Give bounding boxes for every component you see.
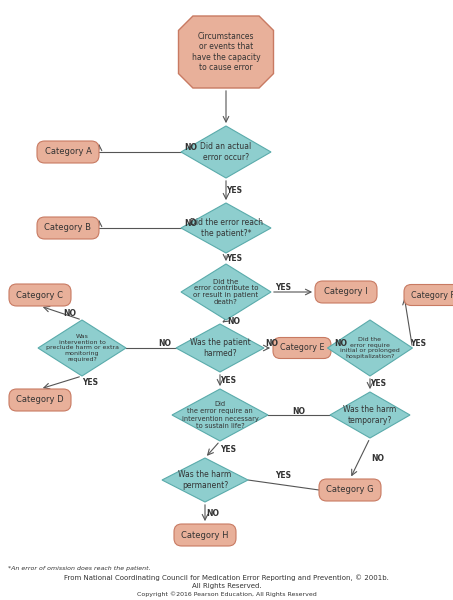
Text: From National Coordinating Council for Medication Error Reporting and Prevention: From National Coordinating Council for M… (64, 575, 389, 581)
Polygon shape (330, 392, 410, 438)
FancyBboxPatch shape (37, 217, 99, 239)
Polygon shape (38, 320, 126, 376)
Text: YES: YES (410, 340, 427, 349)
Text: Did the error reach
the patient?*: Did the error reach the patient?* (189, 218, 262, 238)
Text: All Rights Reserved.: All Rights Reserved. (192, 583, 261, 589)
Text: NO: NO (293, 407, 305, 415)
Text: Was the harm
permanent?: Was the harm permanent? (178, 470, 231, 490)
Text: YES: YES (370, 379, 386, 389)
FancyBboxPatch shape (174, 524, 236, 546)
Text: NO: NO (334, 340, 347, 349)
Text: Category H: Category H (181, 530, 229, 539)
Text: Category C: Category C (16, 290, 63, 299)
Text: Was the patient
harmed?: Was the patient harmed? (190, 338, 251, 358)
Text: Was
intervention to
preclude harm or extra
monitoring
required?: Was intervention to preclude harm or ext… (45, 334, 119, 362)
Text: Circumstances
or events that
have the capacity
to cause error: Circumstances or events that have the ca… (192, 32, 260, 72)
Text: NO: NO (207, 509, 220, 517)
FancyBboxPatch shape (9, 389, 71, 411)
Text: Category E: Category E (280, 343, 324, 352)
Text: Category F: Category F (411, 290, 453, 299)
Text: NO: NO (158, 340, 171, 349)
Text: NO: NO (371, 454, 385, 463)
Text: Category A: Category A (44, 148, 92, 157)
Polygon shape (181, 264, 271, 320)
Text: Category I: Category I (324, 287, 368, 296)
Text: NO: NO (184, 220, 198, 229)
FancyBboxPatch shape (9, 284, 71, 306)
Text: Copyright ©2016 Pearson Education, All Rights Reserved: Copyright ©2016 Pearson Education, All R… (137, 591, 316, 597)
Polygon shape (181, 203, 271, 253)
FancyBboxPatch shape (273, 337, 331, 358)
FancyBboxPatch shape (315, 281, 377, 303)
Text: Did the
error require
initial or prolonged
hospitalization?: Did the error require initial or prolong… (340, 337, 400, 359)
Text: YES: YES (220, 445, 236, 454)
Text: YES: YES (82, 378, 98, 387)
Text: YES: YES (220, 376, 236, 385)
Polygon shape (162, 458, 248, 502)
Text: Did
the error require an
intervention necessary
to sustain life?: Did the error require an intervention ne… (182, 401, 258, 428)
Text: Category D: Category D (16, 395, 64, 404)
Text: Category B: Category B (44, 223, 92, 232)
Text: Was the harm
temporary?: Was the harm temporary? (343, 406, 397, 425)
Text: NO: NO (227, 317, 241, 326)
Text: *An error of omission does reach the patient.: *An error of omission does reach the pat… (8, 566, 151, 571)
Polygon shape (328, 320, 413, 376)
FancyBboxPatch shape (319, 479, 381, 501)
Text: YES: YES (275, 283, 291, 292)
Polygon shape (176, 324, 264, 372)
Text: YES: YES (226, 186, 242, 195)
FancyBboxPatch shape (404, 284, 453, 305)
Text: Did the
error contribute to
or result in patient
death?: Did the error contribute to or result in… (193, 278, 259, 305)
Text: YES: YES (275, 472, 291, 481)
Text: NO: NO (63, 308, 76, 317)
Polygon shape (178, 16, 274, 88)
Polygon shape (172, 389, 268, 441)
FancyBboxPatch shape (37, 141, 99, 163)
Text: YES: YES (226, 254, 242, 263)
Text: NO: NO (265, 340, 279, 349)
Text: Category G: Category G (326, 485, 374, 494)
Text: NO: NO (184, 143, 198, 152)
Polygon shape (181, 126, 271, 178)
Text: Did an actual
error occur?: Did an actual error occur? (200, 142, 251, 161)
